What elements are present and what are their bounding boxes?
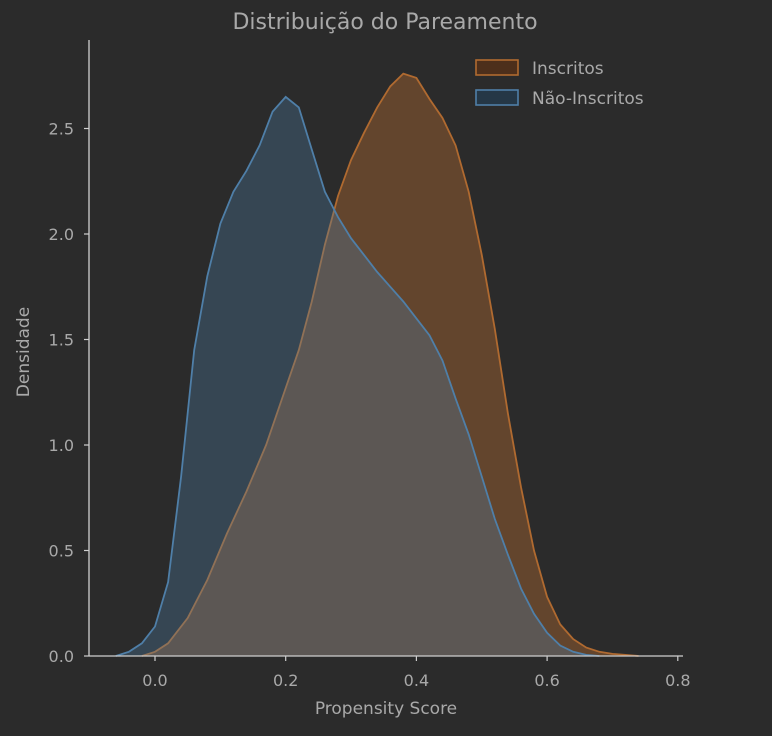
series-line-inscritos xyxy=(141,72,639,657)
y-tick-label: 1.5 xyxy=(49,331,74,350)
y-tick-label: 1.0 xyxy=(49,436,74,455)
x-tick-label: 0.6 xyxy=(534,671,559,690)
x-tick-label: 0.4 xyxy=(404,671,429,690)
x-tick-label: 0.8 xyxy=(665,671,690,690)
y-tick-label: 2.0 xyxy=(49,225,74,244)
chart-title: Distribuição do Pareamento xyxy=(232,10,537,35)
x-tick-label: 0.0 xyxy=(142,671,167,690)
x-ticks: 0.0 0.2 0.4 0.6 0.8 xyxy=(142,656,691,690)
series-line-nao-inscritos xyxy=(115,95,600,657)
series-area-inscritos xyxy=(141,73,639,657)
y-axis-label: Densidade xyxy=(14,307,34,397)
legend-swatch xyxy=(475,59,519,76)
legend-label: Não-Inscritos xyxy=(532,89,644,109)
legend-label: Inscritos xyxy=(532,59,604,79)
legend: Inscritos Não-Inscritos xyxy=(475,59,644,109)
y-tick-label: 2.5 xyxy=(49,120,74,139)
legend-swatch xyxy=(475,89,519,106)
y-tick-label: 0.5 xyxy=(49,542,74,561)
y-ticks: 0.0 0.5 1.0 1.5 2.0 2.5 xyxy=(49,120,89,666)
plot-area xyxy=(115,72,639,657)
x-axis-label: Propensity Score xyxy=(315,699,457,719)
series-area-nao-inscritos xyxy=(115,96,600,656)
y-tick-label: 0.0 xyxy=(49,647,74,666)
x-tick-label: 0.2 xyxy=(273,671,298,690)
